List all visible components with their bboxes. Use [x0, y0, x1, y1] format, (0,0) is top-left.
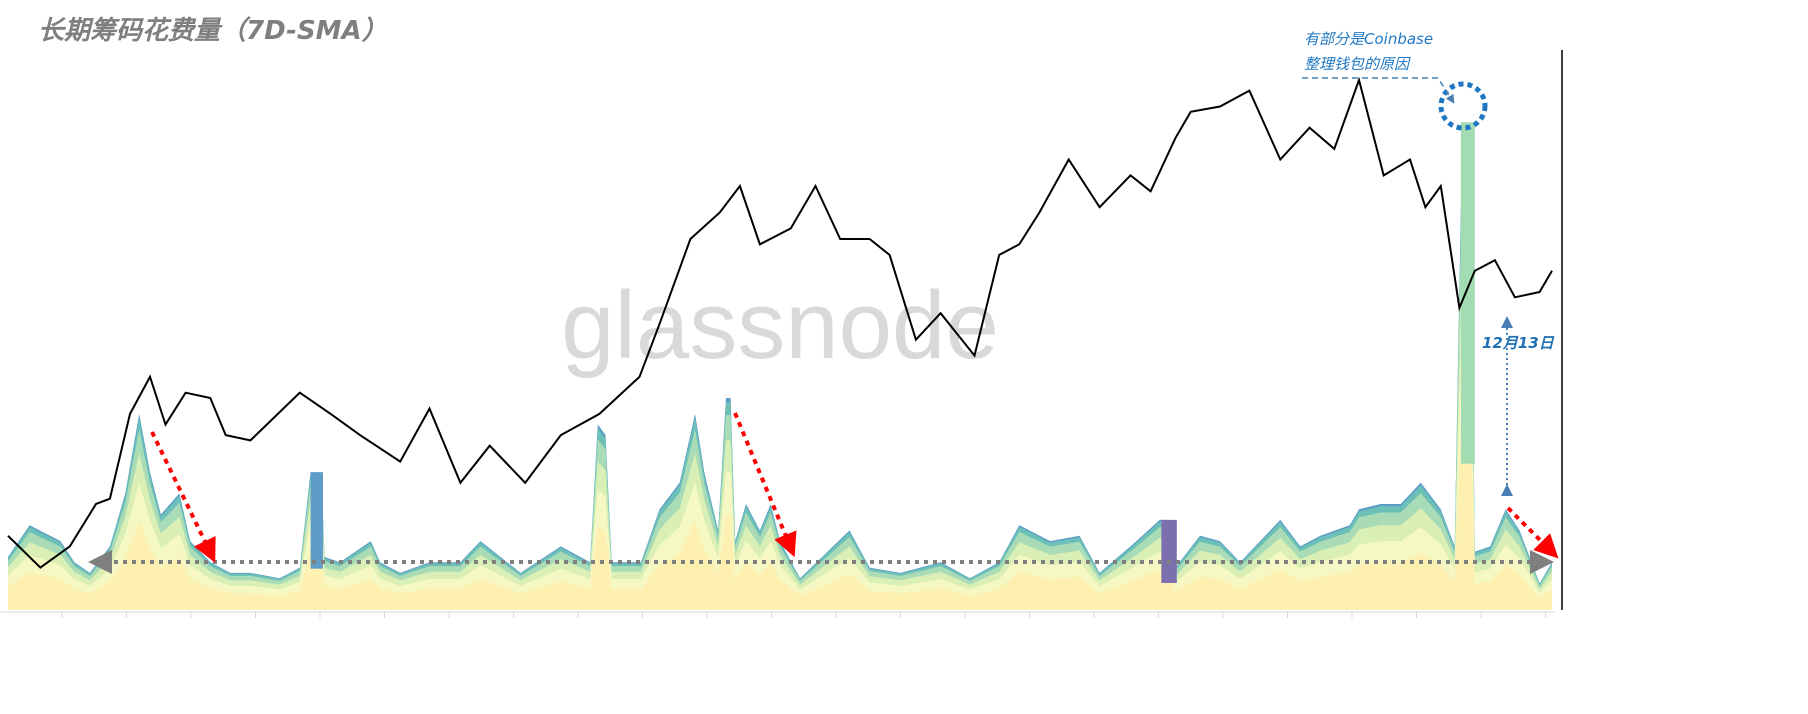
note-pointer — [1302, 77, 1455, 104]
trend-arrow-2 — [733, 412, 797, 558]
trend-arrow-1 — [150, 431, 216, 563]
date-label: 12月13日 — [1482, 334, 1554, 352]
fee-band-0 — [8, 390, 1552, 610]
note-line-2: 整理钱包的原因 — [1304, 55, 1410, 73]
price-line — [7, 76, 1553, 569]
chart-title: 长期筹码花费量（7D-SMA） — [38, 16, 388, 46]
highlight-spike-1 — [1161, 519, 1177, 583]
spike-highlight-circle — [1438, 81, 1488, 131]
note-line-1: 有部分是Coinbase — [1304, 30, 1434, 48]
highlight-spike-2 — [1460, 122, 1475, 464]
x-axis-ticks — [61, 612, 1546, 618]
highlight-spike-0 — [310, 472, 323, 569]
watermark: glassnode — [561, 272, 999, 379]
